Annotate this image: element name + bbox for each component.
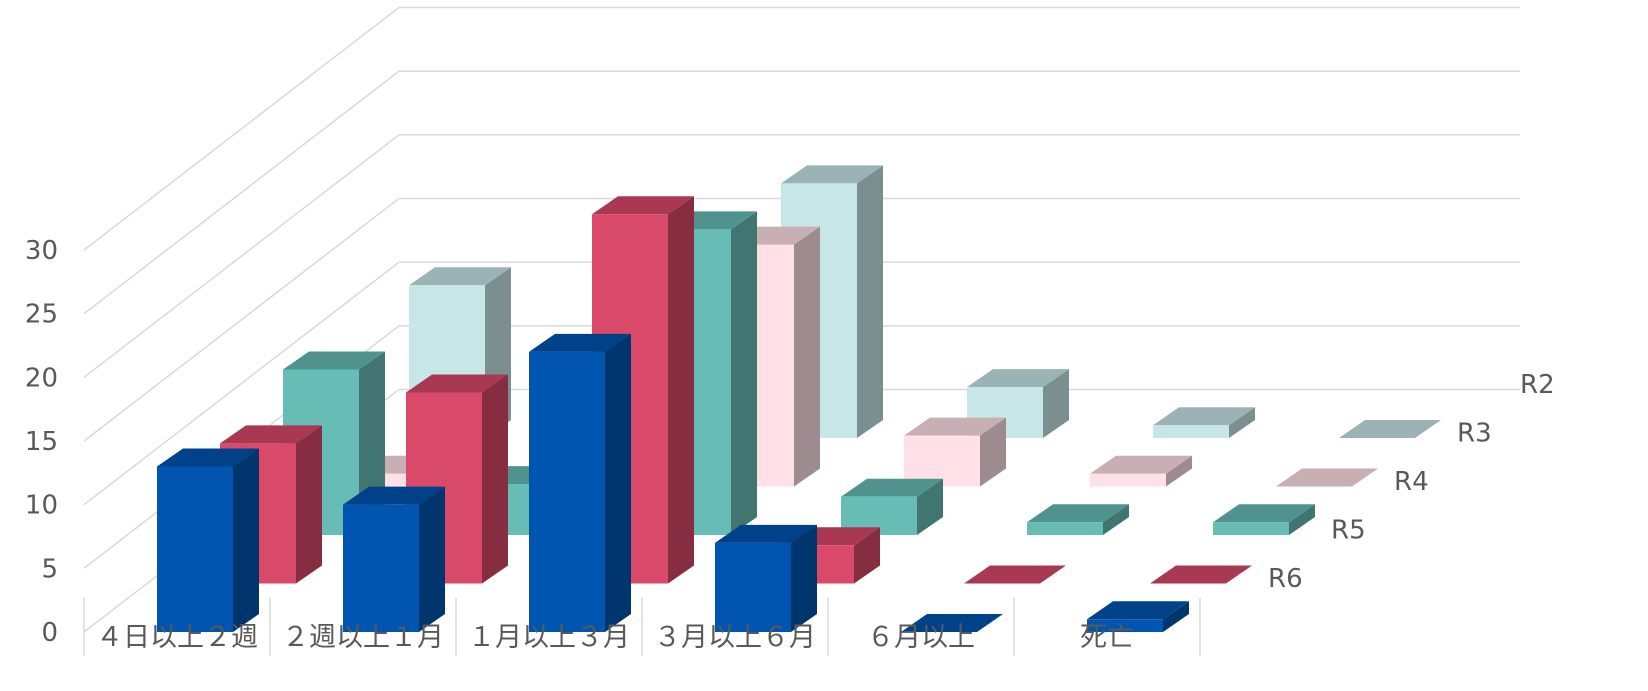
x-tick-label: １月以上３月 xyxy=(468,622,630,653)
x-axis: ４日以上２週 ２週以上１月 １月以上３月 ３月以上６月 ６月以上 死亡 xyxy=(83,598,1201,656)
bar-top xyxy=(409,267,511,286)
bar-top xyxy=(967,369,1069,388)
bar-side xyxy=(1289,504,1315,535)
bar-front xyxy=(529,351,605,632)
bar-top xyxy=(964,565,1066,584)
bar xyxy=(901,614,1003,632)
bar-side xyxy=(1229,407,1255,438)
bar-top xyxy=(592,196,694,215)
y-tick-label: 25 xyxy=(25,300,58,330)
bar-side xyxy=(1166,455,1192,487)
bar-side xyxy=(857,165,883,439)
bar-top xyxy=(1153,407,1255,426)
bar-top xyxy=(220,425,322,444)
bar-side xyxy=(917,478,943,535)
y-tick-label: 20 xyxy=(25,363,58,393)
bar-side xyxy=(791,524,817,632)
series-label: R4 xyxy=(1394,467,1429,497)
bar-front xyxy=(343,504,419,632)
bar-top xyxy=(283,351,385,370)
bar-side xyxy=(1043,369,1069,438)
bar-side xyxy=(1163,601,1189,632)
bar xyxy=(1150,565,1252,584)
x-tick-label: 死亡 xyxy=(1080,622,1134,653)
bar xyxy=(964,565,1066,584)
bar-top xyxy=(343,486,445,505)
y-tick-label: 15 xyxy=(25,427,58,457)
bar xyxy=(1276,468,1378,487)
bar-top xyxy=(1150,565,1252,584)
bar-top xyxy=(406,374,508,393)
series-label: R3 xyxy=(1457,419,1492,449)
bar-front xyxy=(715,542,791,632)
bar-top xyxy=(1087,601,1189,620)
bar-front xyxy=(1090,473,1166,487)
series-label: R6 xyxy=(1268,564,1303,594)
y-tick-label: 10 xyxy=(25,491,58,521)
bar xyxy=(841,478,943,535)
bar xyxy=(1213,504,1315,535)
bar xyxy=(157,448,259,632)
bar-side xyxy=(296,425,322,584)
y-tick-label: 0 xyxy=(41,618,58,648)
side-gridline xyxy=(83,197,400,442)
y-tick-label: 30 xyxy=(25,236,58,266)
side-gridline xyxy=(83,6,400,251)
bar-top xyxy=(1213,504,1315,523)
bar xyxy=(529,333,631,632)
bar-top xyxy=(901,614,1003,632)
bar xyxy=(715,524,817,632)
bar-side xyxy=(482,374,508,584)
series-label: R5 xyxy=(1331,516,1366,546)
bar-side xyxy=(668,196,694,584)
x-tick-label: ４日以上２週 xyxy=(96,622,258,653)
bar-side xyxy=(794,226,820,487)
bar-top xyxy=(841,478,943,497)
bar-side xyxy=(605,333,631,632)
bar-top xyxy=(1276,468,1378,487)
bar-side xyxy=(980,417,1006,487)
bar-top xyxy=(157,448,259,467)
bar xyxy=(1090,455,1192,487)
bar-front xyxy=(904,435,980,487)
bar-top xyxy=(1339,420,1441,438)
bar-side xyxy=(419,486,445,632)
bar-top xyxy=(781,165,883,184)
bar-top xyxy=(529,333,631,352)
y-axis-ticks: 0 5 10 15 20 25 30 xyxy=(25,236,58,648)
bar-front xyxy=(157,466,233,632)
bar-side xyxy=(1103,504,1129,535)
bar-front xyxy=(1213,522,1289,535)
x-tick-label: ２週以上１月 xyxy=(282,622,444,653)
side-gridline xyxy=(83,134,400,378)
bar xyxy=(343,486,445,632)
y-tick-label: 5 xyxy=(41,554,58,584)
series-labels: R6 R5 R4 R3 R2 xyxy=(1268,370,1555,594)
bar xyxy=(1087,601,1189,632)
bar-front xyxy=(1087,619,1163,632)
bar-front xyxy=(1027,522,1103,535)
bar-top xyxy=(904,417,1006,436)
bar xyxy=(1153,407,1255,438)
bar-top xyxy=(715,524,817,543)
series-label: R2 xyxy=(1520,370,1555,400)
bar xyxy=(1027,504,1129,535)
bar xyxy=(904,417,1006,487)
bar-top xyxy=(1090,455,1192,474)
bar xyxy=(1339,420,1441,438)
bar-side xyxy=(233,448,259,632)
bars xyxy=(157,165,1441,632)
x-tick-label: ６月以上 xyxy=(867,622,975,653)
side-gridline xyxy=(83,261,400,506)
side-gridline xyxy=(83,70,400,315)
x-tick-label: ３月以上６月 xyxy=(654,622,816,653)
bar-front xyxy=(1153,425,1229,438)
bar-side xyxy=(854,527,880,584)
bar-top xyxy=(1027,504,1129,523)
gridlines xyxy=(83,6,1520,633)
bar-side xyxy=(731,211,757,535)
